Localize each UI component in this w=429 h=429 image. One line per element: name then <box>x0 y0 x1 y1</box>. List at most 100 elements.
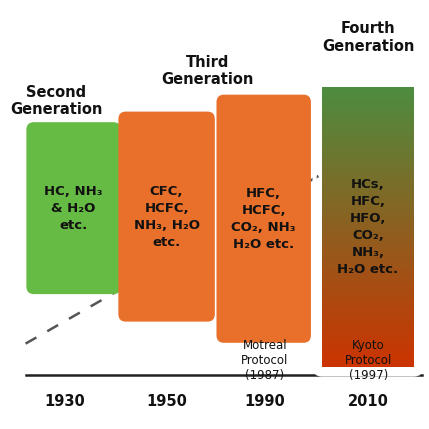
Bar <box>322 124 414 125</box>
Bar <box>322 340 414 342</box>
Bar <box>322 315 414 317</box>
Bar <box>322 293 414 294</box>
Bar <box>322 104 414 106</box>
Bar <box>322 332 414 333</box>
Bar <box>322 166 414 167</box>
Bar <box>322 311 414 312</box>
Bar <box>322 138 414 139</box>
Bar <box>322 251 414 252</box>
Bar <box>322 203 414 205</box>
Text: Second
Generation: Second Generation <box>10 85 103 117</box>
Bar <box>322 333 414 335</box>
Text: HC, NH₃
& H₂O
etc.: HC, NH₃ & H₂O etc. <box>44 184 103 232</box>
Bar <box>322 234 414 236</box>
Bar <box>322 181 414 182</box>
FancyBboxPatch shape <box>217 95 311 343</box>
Text: 1930: 1930 <box>44 394 85 409</box>
Bar <box>322 275 414 276</box>
Bar <box>322 146 414 148</box>
Bar <box>322 163 414 164</box>
Bar <box>322 233 414 234</box>
Bar <box>322 122 414 124</box>
Bar <box>322 247 414 248</box>
Bar <box>322 237 414 239</box>
Bar <box>322 335 414 336</box>
Bar <box>322 328 414 329</box>
Bar <box>322 296 414 297</box>
Bar <box>322 329 414 331</box>
Bar <box>322 185 414 187</box>
Bar <box>322 310 414 311</box>
Bar <box>322 245 414 247</box>
Bar <box>322 216 414 218</box>
Bar <box>322 254 414 255</box>
Bar <box>322 209 414 211</box>
Bar <box>322 279 414 280</box>
Bar <box>322 157 414 159</box>
Bar <box>322 93 414 94</box>
Bar <box>322 338 414 339</box>
Bar <box>322 109 414 110</box>
Bar <box>322 101 414 103</box>
Bar <box>322 131 414 132</box>
Bar <box>322 240 414 241</box>
Bar <box>322 312 414 314</box>
Bar <box>322 364 414 366</box>
Bar <box>322 136 414 138</box>
Bar <box>322 184 414 185</box>
Bar <box>322 219 414 220</box>
Bar <box>322 222 414 223</box>
Bar <box>322 175 414 177</box>
Bar <box>322 99 414 100</box>
Bar <box>322 252 414 254</box>
Bar <box>322 307 414 308</box>
Bar <box>322 227 414 229</box>
Bar <box>322 223 414 224</box>
Bar <box>322 261 414 262</box>
Text: HFC,
HCFC,
CO₂, NH₃
H₂O etc.: HFC, HCFC, CO₂, NH₃ H₂O etc. <box>232 187 296 251</box>
Bar <box>322 148 414 149</box>
Bar <box>322 160 414 162</box>
Bar <box>322 135 414 136</box>
Bar <box>322 107 414 109</box>
Bar <box>322 344 414 346</box>
Bar <box>322 120 414 121</box>
Bar <box>322 278 414 279</box>
Bar <box>322 211 414 212</box>
Bar <box>322 231 414 233</box>
Bar <box>322 305 414 307</box>
Bar <box>322 363 414 364</box>
Text: CFC,
HCFC,
NH₃, H₂O
etc.: CFC, HCFC, NH₃, H₂O etc. <box>133 184 199 249</box>
Bar <box>322 360 414 361</box>
Text: Third
Generation: Third Generation <box>161 55 254 88</box>
Bar <box>322 263 414 265</box>
Bar <box>322 304 414 305</box>
Bar <box>322 198 414 199</box>
Bar <box>322 349 414 350</box>
Bar <box>322 342 414 343</box>
Bar <box>322 268 414 269</box>
Bar <box>322 287 414 289</box>
Bar <box>322 152 414 153</box>
Text: HCs,
HFC,
HFO,
CO₂,
NH₃,
H₂O etc.: HCs, HFC, HFO, CO₂, NH₃, H₂O etc. <box>337 178 399 276</box>
Bar <box>322 192 414 193</box>
Bar <box>322 214 414 216</box>
Bar <box>322 141 414 142</box>
Bar <box>322 229 414 230</box>
Bar <box>322 208 414 209</box>
Bar <box>322 347 414 349</box>
Bar <box>322 366 414 367</box>
Bar <box>322 289 414 290</box>
Bar <box>322 257 414 258</box>
Bar <box>322 273 414 275</box>
Bar <box>322 322 414 323</box>
Bar <box>322 88 414 89</box>
Bar <box>322 308 414 310</box>
Bar <box>322 94 414 96</box>
Bar <box>322 291 414 293</box>
Bar <box>322 202 414 203</box>
Bar <box>322 213 414 214</box>
Bar <box>322 331 414 332</box>
Bar <box>322 139 414 141</box>
Bar <box>322 199 414 201</box>
